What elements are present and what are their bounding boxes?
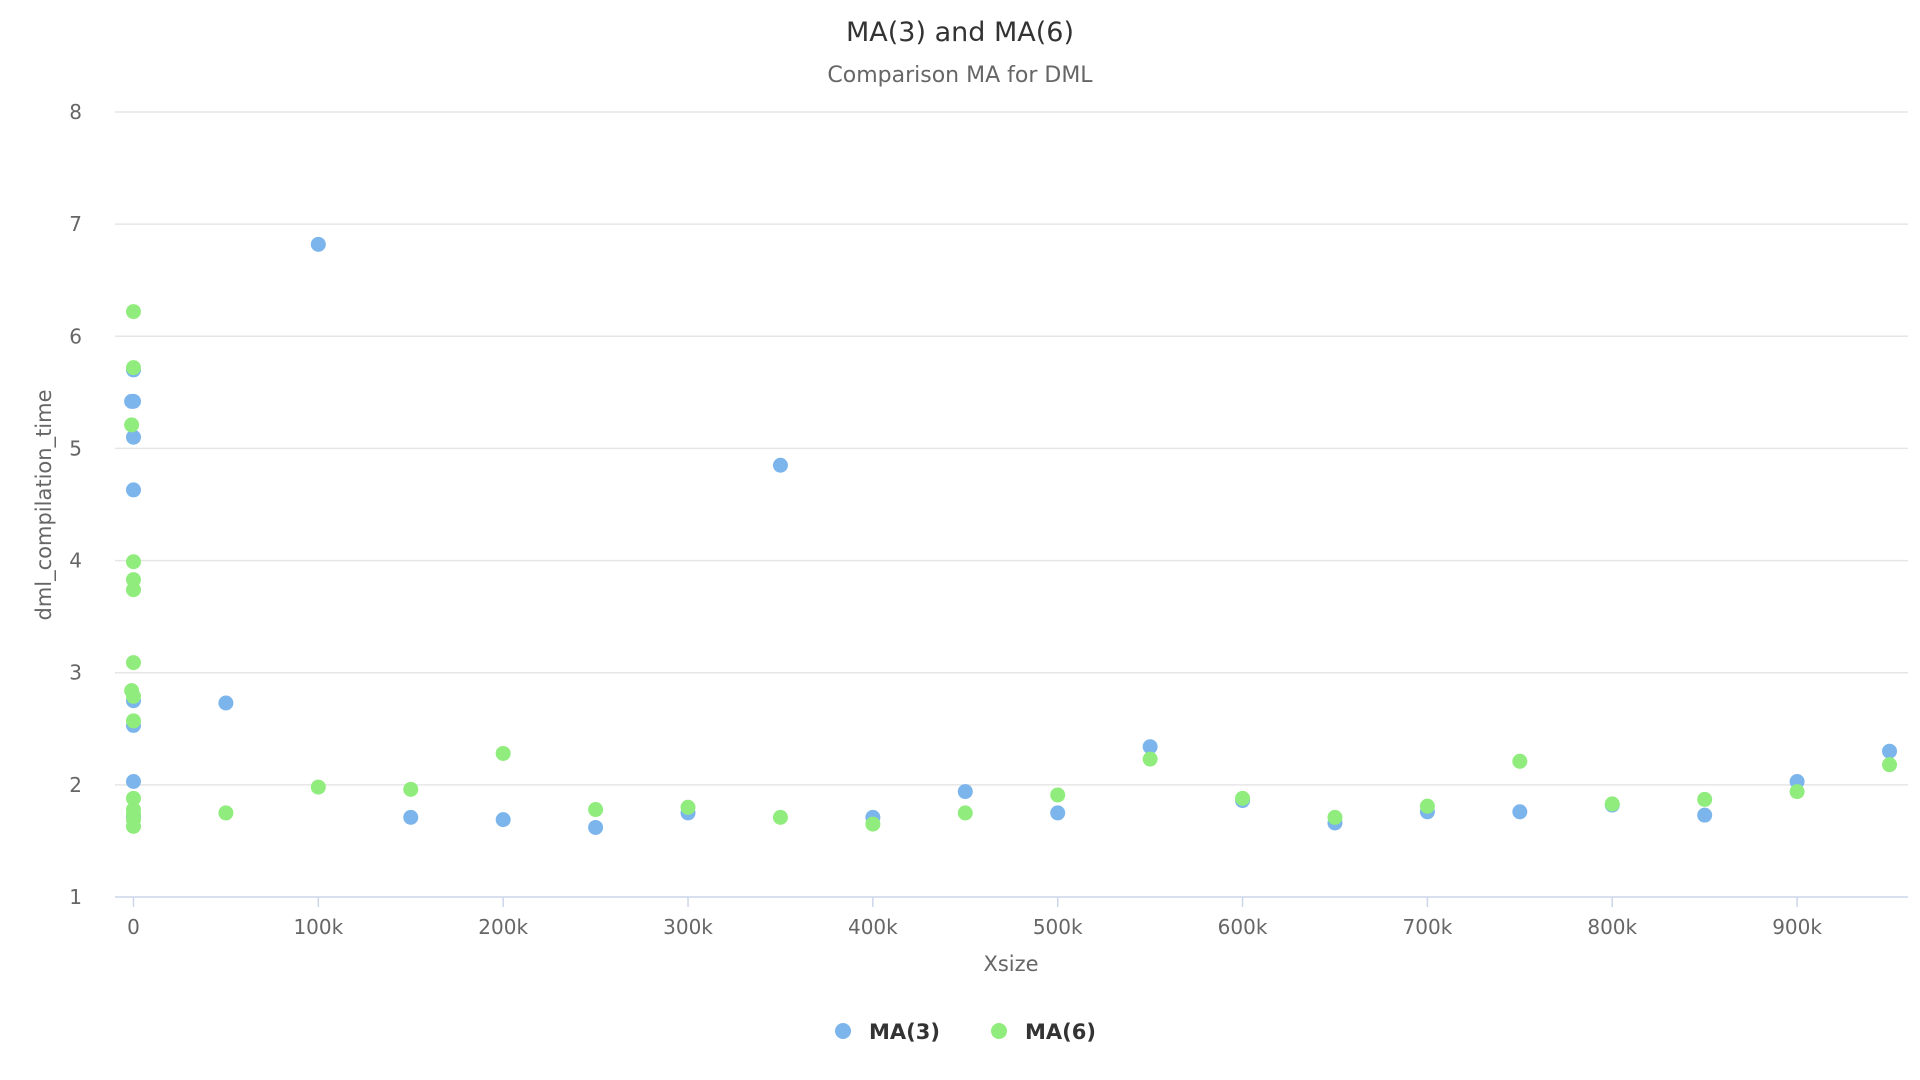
series-layer — [124, 236, 1898, 835]
data-point-ma6[interactable] — [1142, 751, 1158, 767]
data-point-ma6[interactable] — [1419, 798, 1435, 814]
x-tick-label: 300k — [663, 915, 713, 939]
y-tick-label: 3 — [69, 661, 82, 685]
x-tick-label: 200k — [478, 915, 528, 939]
x-tick-label: 500k — [1033, 915, 1083, 939]
data-point-ma6[interactable] — [124, 417, 140, 433]
data-point-ma6[interactable] — [125, 304, 141, 320]
data-point-ma6[interactable] — [588, 802, 604, 818]
data-point-ma6[interactable] — [1882, 757, 1898, 773]
x-tick-label: 0 — [127, 915, 140, 939]
x-tick-label: 400k — [848, 915, 898, 939]
x-axis-ticks: 0 100k 200k 300k 400k 500k 600k 700k 800k 900k — [127, 897, 1822, 939]
data-point-ma3[interactable] — [125, 429, 141, 445]
x-tick-label: 100k — [293, 915, 343, 939]
data-point-ma3[interactable] — [1512, 804, 1528, 820]
legend: MA(3) MA(6) — [835, 1020, 1096, 1044]
data-point-ma6[interactable] — [403, 781, 419, 797]
y-tick-label: 1 — [69, 885, 82, 909]
data-point-ma6[interactable] — [495, 745, 511, 761]
y-axis-tick-labels: 1 2 3 4 5 6 7 8 — [69, 100, 82, 909]
legend-label-ma3: MA(3) — [869, 1020, 940, 1044]
y-tick-label: 7 — [69, 212, 82, 236]
x-tick-label: 800k — [1587, 915, 1637, 939]
data-point-ma3[interactable] — [125, 393, 141, 409]
data-point-ma3[interactable] — [588, 819, 604, 835]
data-point-ma3[interactable] — [218, 695, 234, 711]
data-point-ma3[interactable] — [772, 457, 788, 473]
x-axis-title: Xsize — [983, 952, 1038, 976]
data-point-ma3[interactable] — [125, 773, 141, 789]
data-point-ma6[interactable] — [125, 582, 141, 598]
data-point-ma6[interactable] — [1327, 809, 1343, 825]
data-point-ma6[interactable] — [218, 805, 234, 821]
legend-item-ma6[interactable]: MA(6) — [991, 1020, 1096, 1044]
data-point-ma6[interactable] — [1235, 790, 1251, 806]
data-point-ma6[interactable] — [1050, 787, 1066, 803]
data-point-ma6[interactable] — [957, 805, 973, 821]
chart-subtitle: Comparison MA for DML — [827, 63, 1093, 88]
y-tick-label: 2 — [69, 773, 82, 797]
y-tick-label: 6 — [69, 324, 82, 348]
data-point-ma6[interactable] — [125, 655, 141, 671]
data-point-ma3[interactable] — [495, 812, 511, 828]
legend-item-ma3[interactable]: MA(3) — [835, 1020, 940, 1044]
data-point-ma6[interactable] — [1512, 753, 1528, 769]
x-tick-label: 900k — [1772, 915, 1822, 939]
legend-label-ma6: MA(6) — [1025, 1020, 1096, 1044]
data-point-ma3[interactable] — [1882, 743, 1898, 759]
y-tick-label: 8 — [69, 100, 82, 124]
x-tick-label: 700k — [1403, 915, 1453, 939]
data-point-ma6[interactable] — [125, 790, 141, 806]
x-tick-label: 600k — [1218, 915, 1268, 939]
y-tick-label: 4 — [69, 549, 82, 573]
data-point-ma3[interactable] — [1142, 739, 1158, 755]
data-point-ma6[interactable] — [865, 816, 881, 832]
chart-title: MA(3) and MA(6) — [846, 17, 1074, 48]
data-point-ma3[interactable] — [957, 784, 973, 800]
data-point-ma6[interactable] — [1604, 796, 1620, 812]
data-point-ma3[interactable] — [125, 482, 141, 498]
data-point-ma6[interactable] — [125, 688, 141, 704]
data-point-ma6[interactable] — [125, 713, 141, 729]
series-ma6 — [124, 304, 1898, 834]
data-point-ma3[interactable] — [1050, 805, 1066, 821]
data-point-ma3[interactable] — [403, 809, 419, 825]
data-point-ma6[interactable] — [1697, 791, 1713, 807]
legend-marker-ma3 — [835, 1023, 851, 1039]
y-axis-title: dml_compilation_time — [32, 389, 57, 620]
data-point-ma6[interactable] — [310, 779, 326, 795]
data-point-ma6[interactable] — [1789, 784, 1805, 800]
data-point-ma6[interactable] — [125, 554, 141, 570]
data-point-ma6[interactable] — [680, 799, 696, 815]
data-point-ma6[interactable] — [125, 818, 141, 834]
data-point-ma6[interactable] — [125, 360, 141, 376]
data-point-ma3[interactable] — [1697, 807, 1713, 823]
data-point-ma6[interactable] — [772, 809, 788, 825]
data-point-ma3[interactable] — [310, 236, 326, 252]
legend-marker-ma6 — [991, 1023, 1007, 1039]
y-tick-label: 5 — [69, 436, 82, 460]
